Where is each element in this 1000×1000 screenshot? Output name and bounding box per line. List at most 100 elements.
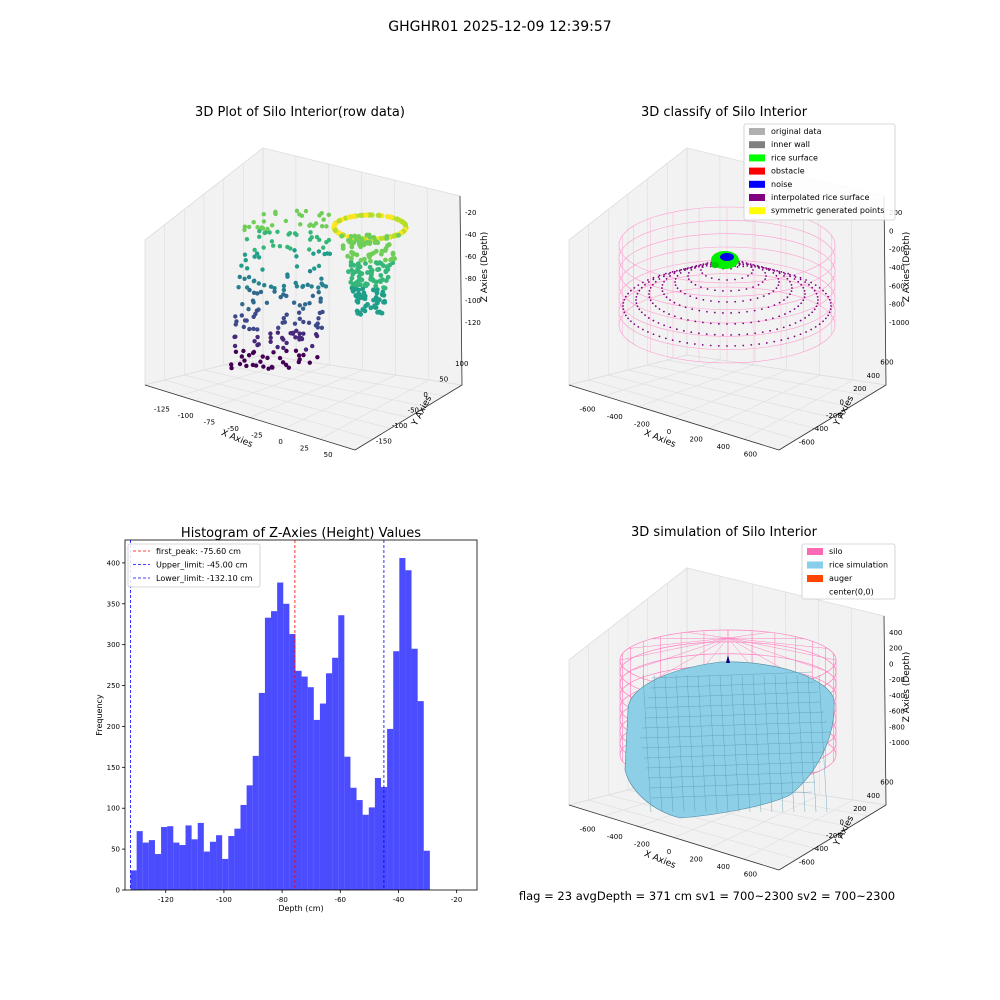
interpolated-point bbox=[788, 324, 791, 327]
x-tick-label: -100 bbox=[178, 412, 194, 420]
raw-point bbox=[300, 306, 306, 311]
raw-point bbox=[287, 230, 293, 236]
interpolated-point bbox=[697, 332, 700, 335]
interpolated-point bbox=[662, 275, 665, 278]
interpolated-point bbox=[828, 311, 831, 314]
interpolated-point bbox=[658, 274, 661, 277]
raw-point bbox=[242, 252, 248, 257]
interpolated-point bbox=[701, 321, 704, 324]
hist-bar bbox=[387, 728, 394, 890]
x-tick-label: -25 bbox=[251, 431, 262, 439]
interpolated-point bbox=[746, 310, 748, 313]
interpolated-point bbox=[649, 299, 652, 302]
x-tick-label: 400 bbox=[717, 863, 730, 871]
mesh-line bbox=[645, 761, 822, 769]
interpolated-point bbox=[671, 339, 674, 342]
raw-point bbox=[316, 316, 321, 321]
interpolated-point bbox=[684, 267, 687, 270]
raw-point bbox=[294, 208, 300, 214]
raw-point bbox=[357, 242, 362, 247]
silo-roof-line bbox=[651, 637, 729, 682]
y-tick-label: 0 bbox=[116, 887, 120, 895]
raw-point bbox=[320, 245, 326, 250]
grid-line bbox=[328, 163, 330, 366]
interpolated-point bbox=[764, 278, 767, 281]
hist-bar bbox=[271, 611, 278, 890]
y-tick-label: -150 bbox=[376, 437, 392, 445]
interpolated-point bbox=[644, 314, 646, 317]
raw-point bbox=[275, 229, 280, 234]
x-tick-label: 200 bbox=[689, 855, 702, 863]
raw-point bbox=[310, 343, 315, 349]
y-tick-label: 150 bbox=[107, 764, 120, 772]
x-tick-label: -80 bbox=[276, 896, 287, 904]
interpolated-point bbox=[773, 304, 776, 307]
raw-point bbox=[241, 324, 247, 330]
z-axis-line bbox=[883, 615, 887, 806]
raw-point bbox=[363, 261, 368, 266]
x-tick-label: 0 bbox=[667, 848, 671, 856]
hist-bar bbox=[154, 854, 162, 890]
z-tick-label: -1000 bbox=[889, 319, 909, 327]
x-tick-label: 0 bbox=[278, 438, 282, 446]
hist-ylabel: Frequency bbox=[95, 694, 104, 736]
raw-point bbox=[349, 249, 354, 255]
raw-point bbox=[257, 228, 262, 234]
raw-point bbox=[296, 310, 302, 315]
interpolated-point bbox=[709, 265, 712, 268]
interpolated-point bbox=[717, 300, 720, 303]
raw-point bbox=[317, 310, 323, 316]
hist-title: Histogram of Z-Axies (Height) Values bbox=[181, 526, 421, 541]
hist-bar bbox=[368, 807, 375, 890]
legend-label: symmetric generated points bbox=[771, 206, 884, 215]
raw-point bbox=[356, 234, 362, 239]
raw-point bbox=[377, 278, 383, 284]
raw-point bbox=[258, 359, 263, 364]
hist-bar bbox=[338, 615, 345, 890]
raw-point bbox=[366, 252, 372, 258]
hist-bar bbox=[319, 703, 327, 890]
interpolated-point bbox=[789, 293, 791, 296]
raw-point bbox=[261, 219, 267, 224]
raw-point bbox=[251, 349, 257, 355]
raw-point bbox=[294, 232, 299, 238]
raw-point bbox=[362, 293, 368, 299]
raw-point bbox=[267, 230, 272, 235]
raw-point bbox=[360, 286, 366, 292]
status-line: flag = 23 avgDepth = 371 cm sv1 = 700~23… bbox=[519, 889, 895, 903]
interpolated-point bbox=[664, 272, 667, 275]
interpolated-point bbox=[661, 283, 664, 286]
legend-swatch bbox=[807, 548, 823, 555]
interpolated-point bbox=[663, 273, 666, 276]
mesh-line bbox=[796, 674, 806, 813]
silo-roof-line bbox=[651, 637, 729, 640]
interpolated-point bbox=[701, 264, 704, 267]
interpolated-point bbox=[630, 320, 632, 323]
raw-y-ticks: 100 50 0 -50-100-150 bbox=[376, 360, 469, 446]
sim-legend: silo rice simulation auger center(0,0) bbox=[801, 543, 896, 600]
raw-point bbox=[242, 276, 247, 281]
y-tick-label: 0 bbox=[840, 399, 844, 407]
interpolated-point bbox=[638, 289, 641, 292]
hist-bar bbox=[417, 701, 424, 890]
legend-label: inner wall bbox=[771, 140, 810, 149]
grid-line bbox=[319, 379, 430, 440]
interpolated-point bbox=[810, 281, 813, 284]
raw-point bbox=[368, 276, 374, 282]
legend-label: center(0,0) bbox=[829, 588, 874, 597]
raw-point bbox=[277, 243, 283, 249]
interpolated-point bbox=[746, 333, 749, 336]
interpolated-point bbox=[790, 283, 793, 286]
raw-point bbox=[301, 352, 306, 358]
y-tick-label: -400 bbox=[812, 845, 828, 853]
mesh-line bbox=[647, 691, 819, 699]
raw-point bbox=[262, 230, 267, 236]
interpolated-point bbox=[786, 277, 789, 280]
interpolated-point bbox=[676, 274, 679, 277]
interpolated-point bbox=[752, 263, 754, 266]
raw-point bbox=[362, 308, 368, 314]
interpolated-point bbox=[700, 269, 702, 271]
raw-point bbox=[281, 283, 287, 289]
